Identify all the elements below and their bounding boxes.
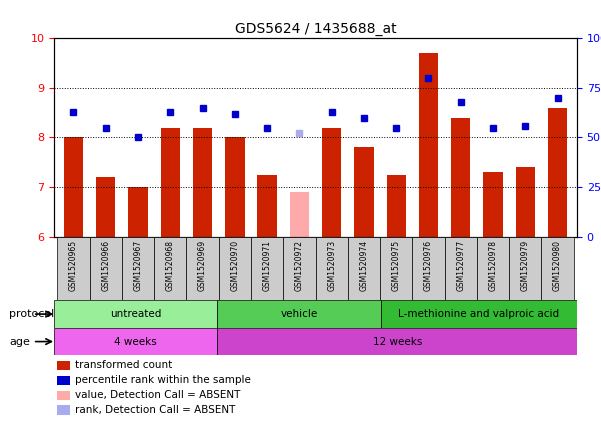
Text: transformed count: transformed count <box>75 360 172 371</box>
Text: GSM1520975: GSM1520975 <box>392 240 401 291</box>
Bar <box>509 237 542 300</box>
Text: protocol: protocol <box>9 309 54 319</box>
Text: GSM1520969: GSM1520969 <box>198 240 207 291</box>
Bar <box>154 237 186 300</box>
Text: GSM1520974: GSM1520974 <box>359 240 368 291</box>
Text: GSM1520966: GSM1520966 <box>101 240 110 291</box>
Bar <box>412 237 445 300</box>
Text: GSM1520979: GSM1520979 <box>521 240 530 291</box>
Text: vehicle: vehicle <box>281 309 318 319</box>
Text: 12 weeks: 12 weeks <box>373 337 422 346</box>
Bar <box>316 237 348 300</box>
Bar <box>354 148 374 237</box>
Bar <box>56 376 70 385</box>
Bar <box>283 237 316 300</box>
Bar <box>186 237 219 300</box>
Bar <box>96 177 115 237</box>
Bar <box>548 108 567 237</box>
Text: GSM1520967: GSM1520967 <box>133 240 142 291</box>
Bar <box>257 175 277 237</box>
Bar <box>451 118 471 237</box>
Bar <box>54 300 218 328</box>
Bar <box>348 237 380 300</box>
Bar <box>54 328 218 355</box>
Bar <box>56 361 70 370</box>
Bar <box>380 237 412 300</box>
Bar <box>322 128 341 237</box>
Bar <box>129 187 148 237</box>
Title: GDS5624 / 1435688_at: GDS5624 / 1435688_at <box>235 22 396 36</box>
Text: GSM1520980: GSM1520980 <box>553 240 562 291</box>
Text: value, Detection Call = ABSENT: value, Detection Call = ABSENT <box>75 390 240 400</box>
Bar <box>381 300 577 328</box>
Bar <box>160 128 180 237</box>
Bar <box>225 137 245 237</box>
Bar <box>483 172 502 237</box>
Bar <box>193 128 212 237</box>
Text: 4 weeks: 4 weeks <box>114 337 157 346</box>
Bar <box>419 53 438 237</box>
Bar <box>56 405 70 415</box>
Bar <box>477 237 509 300</box>
Text: untreated: untreated <box>110 309 162 319</box>
Bar <box>56 390 70 400</box>
Text: GSM1520971: GSM1520971 <box>263 240 272 291</box>
Text: GSM1520973: GSM1520973 <box>327 240 336 291</box>
Text: rank, Detection Call = ABSENT: rank, Detection Call = ABSENT <box>75 405 236 415</box>
Bar <box>219 237 251 300</box>
Bar <box>386 175 406 237</box>
Text: GSM1520978: GSM1520978 <box>489 240 498 291</box>
Text: L-methionine and valproic acid: L-methionine and valproic acid <box>398 309 560 319</box>
Bar <box>445 237 477 300</box>
Text: GSM1520977: GSM1520977 <box>456 240 465 291</box>
Bar <box>57 237 90 300</box>
Text: GSM1520976: GSM1520976 <box>424 240 433 291</box>
Bar <box>516 167 535 237</box>
Bar <box>122 237 154 300</box>
Text: GSM1520965: GSM1520965 <box>69 240 78 291</box>
Bar <box>64 137 83 237</box>
Text: age: age <box>9 337 30 347</box>
Text: GSM1520968: GSM1520968 <box>166 240 175 291</box>
Bar <box>251 237 283 300</box>
Text: GSM1520970: GSM1520970 <box>230 240 239 291</box>
Bar <box>290 192 309 237</box>
Text: GSM1520972: GSM1520972 <box>295 240 304 291</box>
Bar <box>218 328 577 355</box>
Text: percentile rank within the sample: percentile rank within the sample <box>75 375 251 385</box>
Bar <box>542 237 574 300</box>
Bar <box>218 300 381 328</box>
Bar <box>90 237 122 300</box>
